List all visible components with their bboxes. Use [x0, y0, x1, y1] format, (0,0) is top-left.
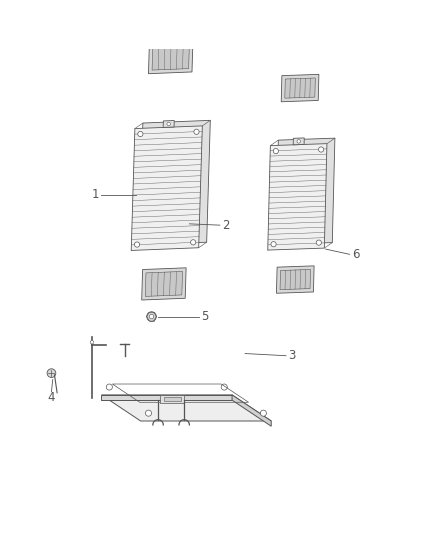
- Polygon shape: [145, 271, 183, 296]
- Circle shape: [221, 384, 227, 390]
- Circle shape: [47, 369, 56, 377]
- Circle shape: [149, 314, 154, 319]
- Polygon shape: [276, 138, 335, 245]
- Circle shape: [90, 341, 94, 344]
- Circle shape: [191, 240, 196, 245]
- Circle shape: [106, 384, 113, 390]
- Polygon shape: [139, 120, 210, 245]
- Polygon shape: [148, 42, 193, 74]
- Circle shape: [138, 132, 143, 136]
- Polygon shape: [102, 395, 271, 421]
- Polygon shape: [102, 395, 232, 400]
- Circle shape: [194, 129, 199, 134]
- Polygon shape: [293, 138, 304, 145]
- Circle shape: [271, 241, 276, 247]
- Text: 1: 1: [91, 188, 99, 201]
- Polygon shape: [276, 266, 314, 293]
- Polygon shape: [268, 144, 327, 250]
- Polygon shape: [141, 268, 186, 300]
- Polygon shape: [232, 395, 271, 426]
- Text: 5: 5: [201, 310, 209, 323]
- Bar: [164, 397, 181, 401]
- Polygon shape: [280, 270, 311, 289]
- Polygon shape: [152, 45, 189, 70]
- Circle shape: [297, 140, 300, 143]
- Circle shape: [145, 410, 152, 416]
- Polygon shape: [163, 120, 174, 127]
- Circle shape: [316, 240, 321, 245]
- Polygon shape: [131, 126, 202, 251]
- Bar: [160, 395, 184, 403]
- Circle shape: [134, 242, 140, 247]
- Circle shape: [273, 149, 279, 154]
- Circle shape: [167, 122, 170, 126]
- Text: 4: 4: [48, 391, 55, 403]
- Text: 2: 2: [222, 219, 229, 232]
- Text: 6: 6: [352, 248, 360, 261]
- Circle shape: [147, 312, 156, 321]
- Circle shape: [318, 147, 324, 152]
- Polygon shape: [285, 78, 315, 98]
- Circle shape: [260, 410, 266, 416]
- Polygon shape: [281, 75, 319, 102]
- Text: 3: 3: [289, 349, 296, 362]
